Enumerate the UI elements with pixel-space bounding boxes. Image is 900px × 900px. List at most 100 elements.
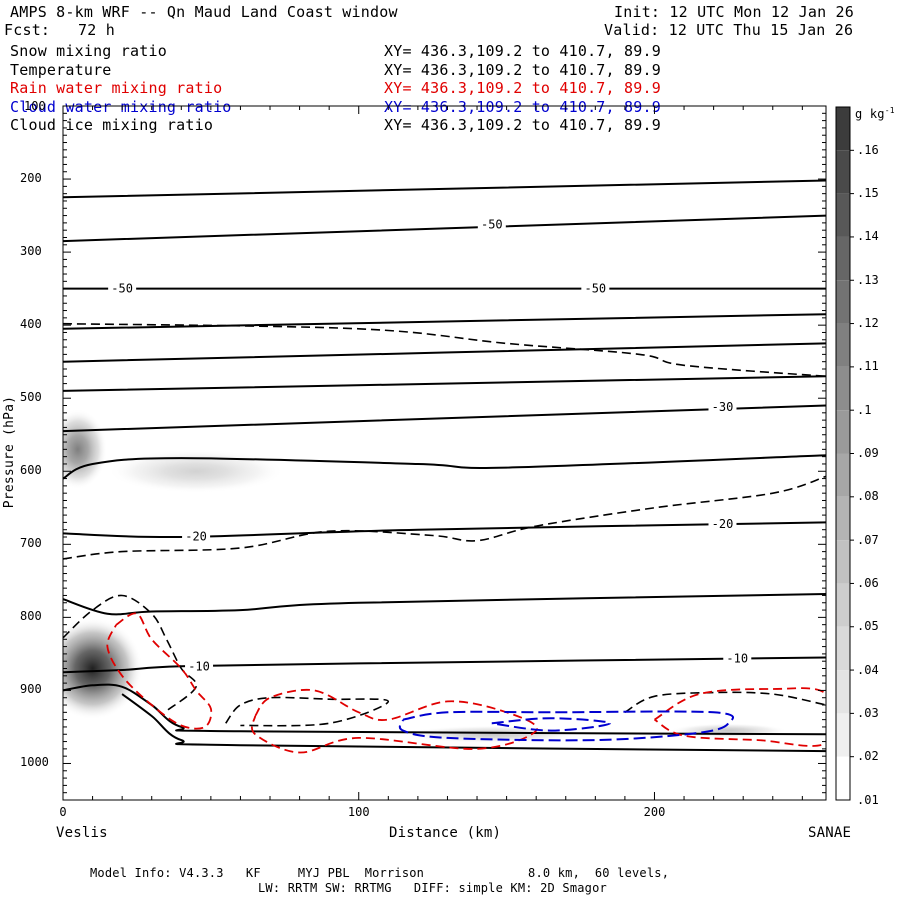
legend-name-cloudwater: Cloud water mixing ratio — [10, 98, 232, 116]
legend-name-cloudice: Cloud ice mixing ratio — [10, 116, 214, 134]
colorbar-swatch-14 — [836, 713, 850, 757]
colorbar-level-label: .03 — [857, 705, 879, 720]
colorbar-swatch-5 — [836, 323, 850, 367]
snow-contour-4 — [624, 691, 826, 714]
rain-contours — [106, 612, 826, 754]
legend-coords-rain: XY= 436.3,109.2 to 410.7, 89.9 — [384, 79, 661, 97]
snow-shade-region-0 — [63, 409, 108, 490]
colorbar-swatch-1 — [836, 150, 850, 194]
temperature-label-1: -50 — [111, 282, 133, 296]
y-tick-label: 400 — [20, 317, 42, 332]
y-tick-label: 700 — [20, 536, 42, 551]
colorbar-swatch-15 — [836, 756, 850, 800]
temperature-label-5: -20 — [712, 517, 734, 531]
y-tick-label: 300 — [20, 244, 42, 259]
temperature-label-bg-5 — [708, 516, 737, 530]
temperature-labels: -50 -50 -50 -30 -20 -20 -10 -10 — [108, 217, 752, 673]
colorbar-swatch-6 — [836, 366, 850, 411]
colorbar-level-label: .15 — [857, 186, 879, 201]
valid-time: Valid: 12 UTC Thu 15 Jan 26 — [604, 21, 854, 39]
left-endpoint-label: Veslis — [56, 825, 108, 841]
rain-contour-2 — [654, 687, 826, 747]
colorbar-swatch-8 — [836, 453, 850, 497]
colorbar-level-label: .09 — [857, 446, 879, 460]
y-tick-label: 600 — [20, 463, 42, 478]
legend-name-snow: Snow mixing ratio — [10, 42, 167, 60]
colorbar — [835, 106, 854, 801]
colorbar-level-label: .14 — [857, 229, 879, 244]
axis-ticks — [62, 105, 826, 801]
temperature-label-bg-3 — [708, 399, 737, 413]
colorbar-level-label: .04 — [857, 662, 879, 677]
cloudwater-contours — [398, 710, 735, 742]
y-top-label: 100 — [24, 99, 46, 113]
temperature-contour-0 — [63, 179, 826, 199]
colorbar-level-label: .07 — [857, 532, 879, 547]
snow-shade-region-1 — [107, 449, 285, 494]
legend-coords-cloudice: XY= 436.3,109.2 to 410.7, 89.9 — [384, 116, 661, 134]
temperature-contour-10 — [63, 656, 826, 674]
colorbar-level-label: .06 — [857, 575, 879, 590]
colorbar-level-label: .16 — [857, 142, 879, 157]
model-info-line2: LW: RRTM SW: RRTMG DIFF: simple KM: 2D S… — [258, 881, 607, 895]
colorbar-unit-label: g kg-1 — [855, 103, 895, 122]
temperature-contour-5 — [63, 375, 826, 392]
temperature-label-bg-7 — [723, 651, 752, 665]
colorbar-level-label: .13 — [857, 272, 879, 287]
colorbar-swatch-10 — [836, 540, 850, 584]
colorbar-level-label: .05 — [857, 619, 879, 634]
y-tick-label: 900 — [20, 682, 42, 697]
temperature-label-4: -20 — [185, 529, 207, 543]
y-tick-label: 500 — [20, 390, 42, 405]
colorbar-swatch-13 — [836, 670, 850, 714]
colorbar-level-label: .1 — [857, 402, 872, 417]
temperature-label-2: -50 — [584, 282, 606, 296]
x-axis-label: Distance (km) — [389, 825, 502, 841]
temperature-label-bg-0 — [477, 217, 506, 231]
colorbar-level-label: .11 — [857, 359, 879, 374]
snow-shade-region-2 — [63, 617, 143, 720]
temperature-contour-4 — [63, 342, 826, 363]
init-time: Init: 12 UTC Mon 12 Jan 26 — [614, 3, 854, 21]
temperature-contour-11 — [63, 683, 826, 736]
temperature-contour-1 — [63, 214, 826, 243]
colorbar-level-label: .01 — [857, 792, 879, 807]
snow-contour-3 — [225, 696, 390, 727]
temperature-label-bg-1 — [108, 281, 137, 295]
temperature-contour-3 — [63, 313, 826, 330]
temperature-label-6: -10 — [188, 659, 210, 673]
colorbar-swatch-11 — [836, 583, 850, 627]
right-endpoint-label: SANAE — [808, 825, 852, 841]
temperature-label-7: -10 — [726, 651, 748, 665]
temperature-contour-7 — [63, 454, 826, 480]
temperature-label-0: -50 — [481, 217, 503, 231]
cloudwater-contour-1 — [491, 717, 612, 732]
y-tick-label: 200 — [20, 171, 42, 186]
colorbar-unit: g kg — [855, 107, 885, 121]
snow-contours — [63, 322, 826, 727]
legend-coords-snow: XY= 436.3,109.2 to 410.7, 89.9 — [384, 42, 661, 60]
legend-name-temperature: Temperature — [10, 61, 112, 79]
colorbar-level-label: .12 — [857, 316, 879, 331]
forecast-label: Fcst: — [4, 21, 51, 39]
temperature-contour-9 — [63, 593, 826, 616]
rain-contour-0 — [106, 612, 213, 730]
temperature-contours — [63, 179, 826, 753]
x-tick-label: 100 — [347, 805, 370, 819]
snow-contour-1 — [63, 475, 826, 560]
legend-name-rain: Rain water mixing ratio — [10, 79, 223, 97]
colorbar-swatch-9 — [836, 496, 850, 541]
chart-title: AMPS 8-km WRF -- Qn Maud Land Coast wind… — [10, 3, 398, 21]
temperature-label-bg-2 — [581, 281, 610, 295]
legend-coords-cloudwater: XY= 436.3,109.2 to 410.7, 89.9 — [384, 98, 661, 116]
temperature-contour-6 — [63, 404, 826, 433]
temperature-label-bg-6 — [185, 659, 214, 673]
model-info-line1: Model Info: V4.3.3 KF MYJ PBL Morrison 8… — [90, 866, 670, 880]
y-tick-label: 800 — [20, 609, 42, 624]
rain-contour-1 — [251, 688, 538, 754]
x-tick-label: 200 — [643, 805, 666, 819]
snow-contour-2 — [63, 594, 198, 712]
colorbar-swatch-3 — [836, 236, 850, 281]
